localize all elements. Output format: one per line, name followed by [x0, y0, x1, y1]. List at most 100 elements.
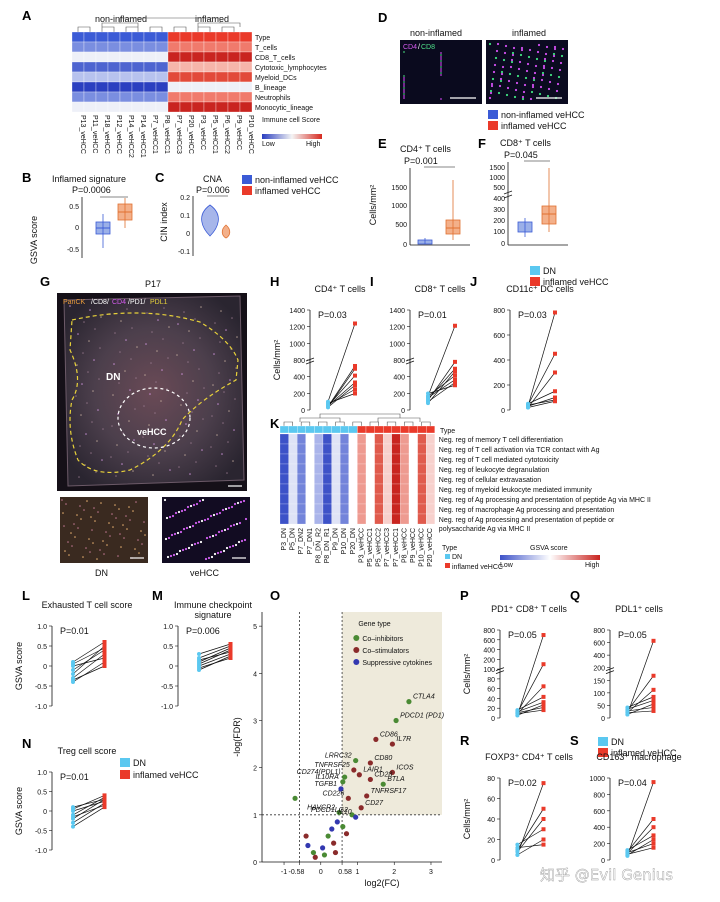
a-heatmap-cell: [107, 91, 121, 103]
g-speckle-dot: [148, 424, 150, 426]
e-tick: 0: [403, 242, 407, 249]
d-cell-dot: [403, 77, 405, 79]
k-type-cell: [400, 425, 410, 434]
l-title: Exhausted T cell score: [42, 600, 133, 610]
k-row-label: Neg. reg of T cell mediated cytotoxicity: [439, 457, 559, 464]
g-inset-dot: [122, 524, 124, 526]
i-pair-line: [427, 325, 456, 397]
g-speckle-dot: [232, 460, 234, 462]
k-heatmap-cell: [288, 463, 298, 475]
k-heatmap-cell: [365, 463, 375, 475]
l-point-dn: [71, 668, 75, 672]
k-heatmap-cell: [357, 463, 367, 475]
b-tick: -0.5: [67, 247, 79, 254]
g-speckle-dot: [156, 350, 158, 352]
d-cell-dot: [504, 44, 508, 48]
g-speckle-dot: [152, 474, 154, 476]
k-type-cell: [383, 425, 392, 434]
n-point-vehcc: [102, 797, 107, 802]
d-cell-dot: [511, 51, 515, 55]
k-heatmap-cell: [331, 443, 341, 455]
d-cell-dot: [536, 50, 540, 54]
g-stain-pd1: /PD1/: [128, 299, 146, 306]
a-heatmap-cell: [155, 91, 169, 103]
m-pair-line: [198, 653, 231, 667]
a-heatmap-cell: [191, 101, 205, 113]
a-heatmap-cell: [215, 51, 229, 63]
g-inset-dot: [228, 545, 232, 549]
g-speckle-dot: [111, 425, 113, 427]
g-speckle-dot: [198, 368, 200, 370]
r-tick: 20: [487, 838, 495, 845]
d-cell-dot: [440, 56, 442, 58]
g-inset-dot: [195, 502, 199, 506]
g-inset-dot: [206, 517, 210, 521]
a-row-label: Monocytic_lineage: [255, 105, 313, 112]
g-inset-dot: [85, 547, 87, 549]
j-tick: 400: [493, 358, 505, 365]
g-inset-dot: [129, 519, 131, 521]
g-speckle-dot: [135, 377, 137, 379]
l-tick: -1.0: [35, 704, 47, 711]
r-tick: 80: [487, 776, 495, 783]
i-axis-break: [405, 357, 415, 362]
a-heatmap-cell: [107, 41, 121, 53]
k-col-label: P20_DN: [350, 528, 357, 554]
p-tick: 40: [487, 696, 495, 703]
f-tick: 200: [493, 218, 505, 225]
g-inset-dot: [218, 511, 222, 515]
panel-p-pd1-cd8: PD1⁺ CD8⁺ T cellsP=0.05Cells/mm²80060040…: [462, 604, 567, 723]
k-heatmap-cell: [408, 493, 418, 505]
k-heatmap-cell: [400, 463, 410, 475]
p-tick: 100: [483, 667, 495, 674]
e-pvalue: P=0.001: [404, 156, 438, 166]
g-speckle-dot: [113, 363, 115, 365]
o-gene-label: TNFRSF25: [314, 762, 350, 769]
d-cell-dot: [500, 72, 504, 76]
k-heatmap-cell: [365, 513, 375, 525]
c-tick: 0.2: [180, 195, 190, 202]
s-pair-line: [627, 847, 654, 855]
m-point-vehcc: [228, 642, 233, 646]
k-heatmap-cell: [331, 503, 341, 515]
h-title: CD4⁺ T cells: [315, 284, 366, 294]
g-inset-dot: [77, 527, 79, 529]
k-heatmap-cell: [374, 503, 384, 515]
r-pair-line: [517, 844, 544, 849]
k-heatmap-cell: [331, 463, 341, 475]
a-heatmap-cell: [239, 91, 253, 103]
panel-c-cna: CNA P=0.006 CIN index 0.2 0.1 0 -0.1: [159, 174, 231, 256]
k-heatmap-cell: [322, 433, 332, 445]
d-cell-dot: [519, 53, 523, 57]
g-inset-dot: [193, 542, 197, 546]
g-inset-dot: [65, 503, 67, 505]
g-speckle-dot: [158, 462, 160, 464]
d-cell-dot: [503, 51, 507, 55]
g-inset-dot: [183, 508, 187, 512]
m-tick: 0.5: [163, 644, 173, 651]
g-inset-dot: [97, 511, 99, 513]
g-speckle-dot: [199, 337, 201, 339]
f-tick: 500: [493, 185, 505, 192]
g-speckle-dot: [188, 330, 190, 332]
g-inset-dot: [181, 548, 185, 552]
k-heatmap-cell: [357, 493, 367, 505]
a-heatmap-cell: [95, 71, 109, 83]
d-cell-dot: [547, 87, 551, 91]
g-speckle-dot: [133, 439, 135, 441]
a-col-label: P12_veHCC: [115, 115, 122, 154]
k-col-label: P8_veHCC: [401, 528, 408, 563]
d-cell-dot: [403, 97, 405, 99]
g-inset-dot: [190, 543, 194, 547]
s-point-vehcc: [651, 841, 656, 846]
d-cell-dot: [498, 84, 502, 88]
g-inset-dot: [220, 529, 224, 533]
a-heatmap-cell: [167, 91, 181, 103]
a-heatmap-cell: [119, 91, 133, 103]
g-speckle-dot: [151, 331, 153, 333]
a-heatmap-cell: [155, 61, 169, 73]
m-pair-line: [198, 651, 231, 661]
g-speckle-dot: [163, 307, 165, 309]
d-cell-dot: [496, 42, 500, 46]
g-speckle-dot: [119, 351, 121, 353]
